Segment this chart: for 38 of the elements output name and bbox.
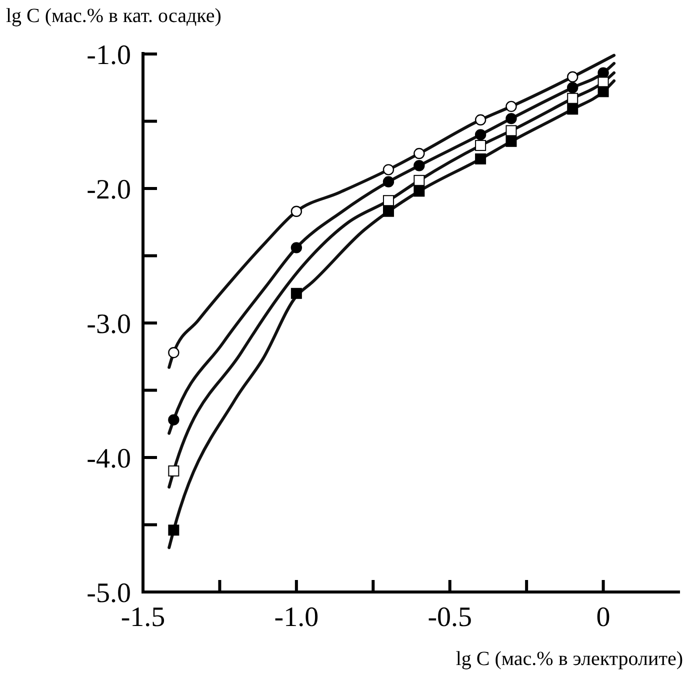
line-series <box>168 54 616 369</box>
x-tick-label: -0.5 <box>428 602 472 633</box>
point <box>290 242 302 254</box>
point <box>168 465 180 476</box>
point <box>474 129 486 140</box>
point <box>567 92 578 104</box>
y-tick-label: -2.0 <box>86 174 131 206</box>
point <box>414 186 425 197</box>
point <box>567 71 578 82</box>
point <box>382 176 394 188</box>
point <box>382 164 394 176</box>
y-tick-label: -3.0 <box>86 308 131 340</box>
point <box>382 206 394 217</box>
point <box>168 414 180 426</box>
point <box>598 86 609 98</box>
point <box>506 100 517 112</box>
point <box>382 195 394 206</box>
point <box>567 82 578 94</box>
point <box>475 140 486 151</box>
point <box>506 125 517 136</box>
point <box>414 174 425 186</box>
point <box>567 104 578 115</box>
point <box>475 153 486 164</box>
point <box>474 114 486 126</box>
point <box>414 148 425 160</box>
y-tick-label: -1.0 <box>86 40 131 71</box>
x-tick-label: -1.0 <box>274 602 319 633</box>
y-tick-label: -4.0 <box>86 443 131 474</box>
point <box>168 346 180 358</box>
point <box>290 288 302 299</box>
point <box>506 112 517 124</box>
x-axis-title: lg C (мас.% в электролите) <box>456 648 683 670</box>
y-axis-title: lg C (мас.% в кат. осадке) <box>6 5 222 27</box>
point <box>414 160 425 172</box>
x-tick-label: 0 <box>596 602 610 633</box>
point <box>506 136 517 147</box>
point <box>168 524 180 536</box>
point <box>290 206 302 217</box>
